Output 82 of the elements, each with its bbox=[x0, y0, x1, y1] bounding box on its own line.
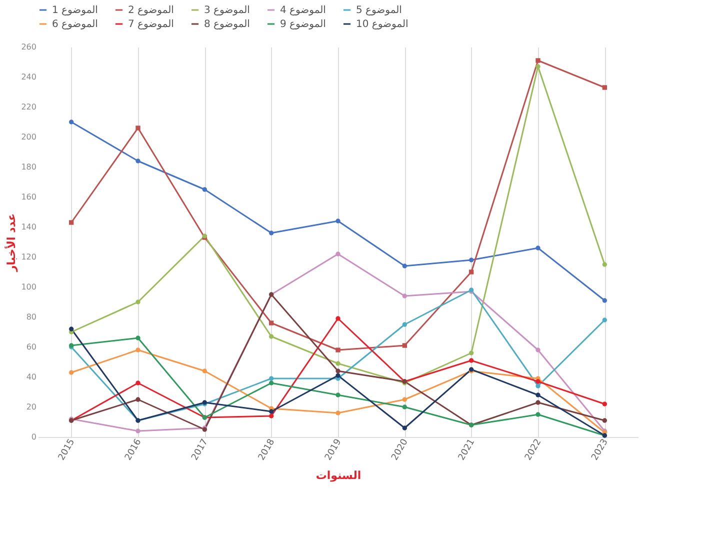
point bbox=[68, 326, 74, 332]
point bbox=[336, 348, 340, 352]
point bbox=[536, 384, 540, 388]
legend-label: الموضوع 4 bbox=[280, 5, 326, 16]
y-tick-label: 140 bbox=[21, 222, 36, 232]
point bbox=[402, 264, 408, 268]
point bbox=[268, 376, 274, 381]
point bbox=[268, 414, 274, 418]
point bbox=[136, 336, 140, 340]
point bbox=[536, 412, 540, 417]
point bbox=[536, 246, 540, 250]
point bbox=[468, 358, 474, 363]
point bbox=[402, 404, 408, 410]
legend-label: الموضوع 8 bbox=[204, 19, 250, 30]
point bbox=[536, 400, 540, 405]
y-tick-label: 120 bbox=[21, 252, 36, 262]
point bbox=[268, 334, 274, 339]
point bbox=[336, 316, 340, 321]
legend-label: الموضوع 6 bbox=[52, 19, 98, 30]
y-tick-label: 180 bbox=[21, 162, 36, 172]
point bbox=[402, 294, 408, 298]
point bbox=[536, 379, 540, 384]
point bbox=[336, 392, 340, 398]
legend-label: الموضوع 3 bbox=[204, 5, 250, 16]
point bbox=[536, 64, 540, 69]
point bbox=[136, 397, 140, 402]
point bbox=[202, 368, 208, 374]
point bbox=[602, 402, 608, 406]
y-tick-label: 160 bbox=[21, 192, 36, 202]
point bbox=[136, 158, 140, 164]
y-tick-label: 240 bbox=[21, 72, 36, 82]
y-tick-label: 0 bbox=[31, 432, 36, 442]
point bbox=[536, 58, 540, 63]
point bbox=[136, 126, 140, 130]
legend-label: الموضوع 5 bbox=[356, 5, 402, 16]
point bbox=[136, 300, 140, 304]
point bbox=[336, 368, 340, 374]
point bbox=[536, 392, 540, 398]
legend-label: الموضوع 1 bbox=[52, 5, 98, 16]
y-tick-label: 40 bbox=[26, 372, 36, 382]
point bbox=[602, 85, 608, 90]
point bbox=[268, 380, 274, 386]
point bbox=[336, 252, 340, 256]
legend-label: الموضوع 9 bbox=[280, 19, 326, 30]
legend-label: الموضوع 7 bbox=[128, 19, 174, 30]
point bbox=[68, 120, 74, 124]
point bbox=[336, 373, 340, 378]
y-axis-title: عدد الأخبار bbox=[4, 213, 18, 273]
point bbox=[602, 298, 608, 303]
y-tick-label: 220 bbox=[21, 102, 36, 112]
point bbox=[602, 318, 608, 322]
point bbox=[268, 320, 274, 326]
point bbox=[402, 397, 408, 402]
y-tick-label: 80 bbox=[26, 312, 36, 322]
point bbox=[336, 218, 340, 224]
point bbox=[536, 348, 540, 352]
point bbox=[202, 187, 208, 192]
legend-label: الموضوع 2 bbox=[128, 5, 174, 16]
point bbox=[268, 230, 274, 236]
y-tick-label: 200 bbox=[21, 132, 36, 142]
legend-label: الموضوع 10 bbox=[356, 19, 408, 30]
y-tick-label: 20 bbox=[26, 402, 36, 412]
y-tick-label: 260 bbox=[21, 42, 36, 52]
point bbox=[268, 409, 274, 414]
point bbox=[468, 258, 474, 262]
point bbox=[602, 418, 608, 423]
point bbox=[602, 262, 608, 267]
y-tick-label: 60 bbox=[26, 342, 36, 352]
point bbox=[136, 428, 140, 434]
point bbox=[136, 380, 140, 386]
point bbox=[402, 343, 408, 348]
y-tick-label: 100 bbox=[21, 282, 36, 292]
point bbox=[68, 370, 74, 375]
point bbox=[468, 350, 474, 356]
point bbox=[68, 220, 74, 225]
point bbox=[336, 410, 340, 416]
point bbox=[336, 361, 340, 366]
point bbox=[402, 322, 408, 327]
x-axis-title: السنوات bbox=[316, 468, 362, 482]
point bbox=[468, 270, 474, 274]
point bbox=[402, 426, 408, 430]
point bbox=[136, 348, 140, 352]
